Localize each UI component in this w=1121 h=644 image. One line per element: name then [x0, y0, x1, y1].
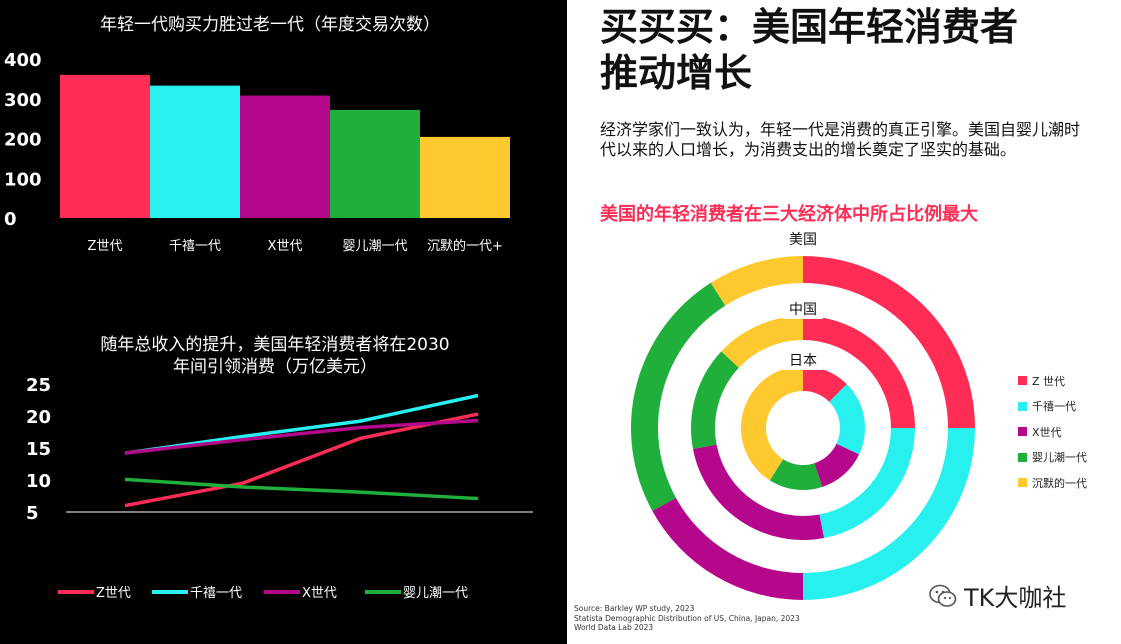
- source-line: Statista Demographic Distribution of US,…: [574, 613, 800, 623]
- ring-label: 美国: [789, 232, 817, 248]
- y-tick-label: 300: [4, 90, 42, 111]
- y-tick-label: 200: [4, 130, 42, 151]
- donut-segment: [803, 316, 915, 428]
- donut-chart-title: 美国的年轻消费者在三大经济体中所占比例最大: [600, 204, 978, 225]
- donut-segment: [740, 366, 803, 481]
- brand-watermark: TK大咖社: [928, 578, 1066, 613]
- bar: [150, 85, 240, 218]
- legend-label: Z世代: [96, 586, 131, 601]
- x-tick-label: 千禧一代: [169, 239, 221, 254]
- legend-swatch: [1018, 376, 1027, 386]
- line-chart-title: 随年总收入的提升，美国年轻消费者将在2030 年间引领消费（万亿美元）: [60, 334, 490, 378]
- series-line: [124, 477, 479, 501]
- donut-segment: [652, 497, 803, 600]
- y-tick-label: 5: [26, 503, 39, 524]
- donut-segment: [803, 366, 847, 402]
- headline-line1: 买买买：美国年轻消费者: [600, 5, 1019, 49]
- legend-item: X世代: [1018, 419, 1087, 445]
- y-tick-label: 15: [26, 439, 51, 460]
- line-chart-title-line1: 随年总收入的提升，美国年轻消费者将在2030: [100, 335, 450, 355]
- donut-segment: [769, 459, 823, 490]
- page-headline: 买买买：美国年轻消费者 推动增长: [600, 4, 1100, 96]
- bar: [330, 109, 420, 218]
- right-panel: [567, 0, 1121, 644]
- bar: [240, 95, 330, 218]
- y-tick-label: 25: [26, 375, 51, 396]
- legend-label: Z 世代: [1032, 374, 1066, 388]
- ring-label-background: [783, 351, 823, 370]
- series-line: [124, 418, 479, 455]
- y-tick-label: 400: [4, 50, 42, 71]
- intro-paragraph: 经济学家们一致认为，年轻一代是消费的真正引擎。美国自婴儿潮时代以来的人口增长，为…: [600, 120, 1081, 159]
- y-tick-label: 10: [26, 471, 51, 492]
- legend-label: 沉默的一代: [1032, 476, 1087, 490]
- source-line: Source: Barkley WP study, 2023: [574, 604, 695, 613]
- series-line: [124, 412, 479, 508]
- donut-segment: [814, 443, 860, 487]
- y-tick-label: 0: [4, 209, 17, 230]
- donut-segment: [631, 282, 726, 511]
- ring-label: 中国: [789, 302, 817, 318]
- bar-chart: 0 100 200 300 400 Z世代 千禧一代 X世代 婴儿潮一代 沉默的一代+: [4, 50, 510, 254]
- donut-segment: [692, 444, 824, 540]
- source-line: World Data Lab 2023: [574, 623, 654, 632]
- x-tick-label: 婴儿潮一代: [342, 239, 407, 254]
- legend-swatch: [1018, 427, 1027, 437]
- legend-label: 婴儿潮一代: [403, 586, 468, 601]
- donut-segment: [819, 428, 915, 539]
- brand-name: TK大咖社: [964, 584, 1067, 612]
- legend-swatch: [1018, 478, 1027, 488]
- donut-segment: [721, 316, 803, 368]
- line-chart: 5 10 15 20 25 Z世代 千禧一代 X世代 婴儿潮一代: [26, 375, 533, 601]
- legend-label: 千禧一代: [190, 586, 242, 601]
- wechat-icon: [929, 584, 957, 607]
- legend-swatch: [1018, 452, 1027, 462]
- legend-swatch: [1018, 401, 1027, 411]
- ring-label-background: [783, 230, 823, 249]
- donut-segment: [803, 428, 975, 600]
- legend-label: X世代: [1032, 425, 1062, 439]
- legend-label: X世代: [302, 586, 337, 601]
- legend-item: 千禧一代: [1018, 394, 1087, 420]
- x-tick-label: 沉默的一代+: [427, 238, 503, 254]
- line-chart-title-line2: 年间引领消费（万亿美元）: [173, 357, 377, 377]
- donut-legend: Z 世代千禧一代 X世代婴儿潮一代沉默的一代: [1018, 368, 1087, 496]
- ring-label-background: [783, 300, 823, 319]
- legend-label: 婴儿潮一代: [1032, 451, 1087, 465]
- legend-item: Z 世代: [1018, 368, 1087, 394]
- headline-line2: 推动增长: [600, 51, 753, 95]
- sources: Source: Barkley WP study, 2023 Statista …: [574, 604, 800, 633]
- y-tick-label: 100: [4, 169, 42, 190]
- ring-label: 日本: [789, 353, 817, 369]
- bar: [420, 136, 510, 218]
- donut-segment: [829, 384, 865, 455]
- legend-label: 千禧一代: [1032, 400, 1076, 414]
- bar-chart-title: 年轻一代购买力胜过老一代（年度交易次数）: [100, 15, 440, 35]
- bar: [60, 74, 150, 219]
- donut-segment: [691, 351, 739, 449]
- donut-segment: [710, 256, 803, 306]
- legend-item: 婴儿潮一代: [1018, 445, 1087, 471]
- donut-segment: [803, 256, 975, 428]
- x-tick-label: X世代: [268, 239, 303, 254]
- legend-item: 沉默的一代: [1018, 470, 1087, 496]
- x-tick-label: Z世代: [88, 239, 123, 254]
- y-tick-label: 20: [26, 407, 51, 428]
